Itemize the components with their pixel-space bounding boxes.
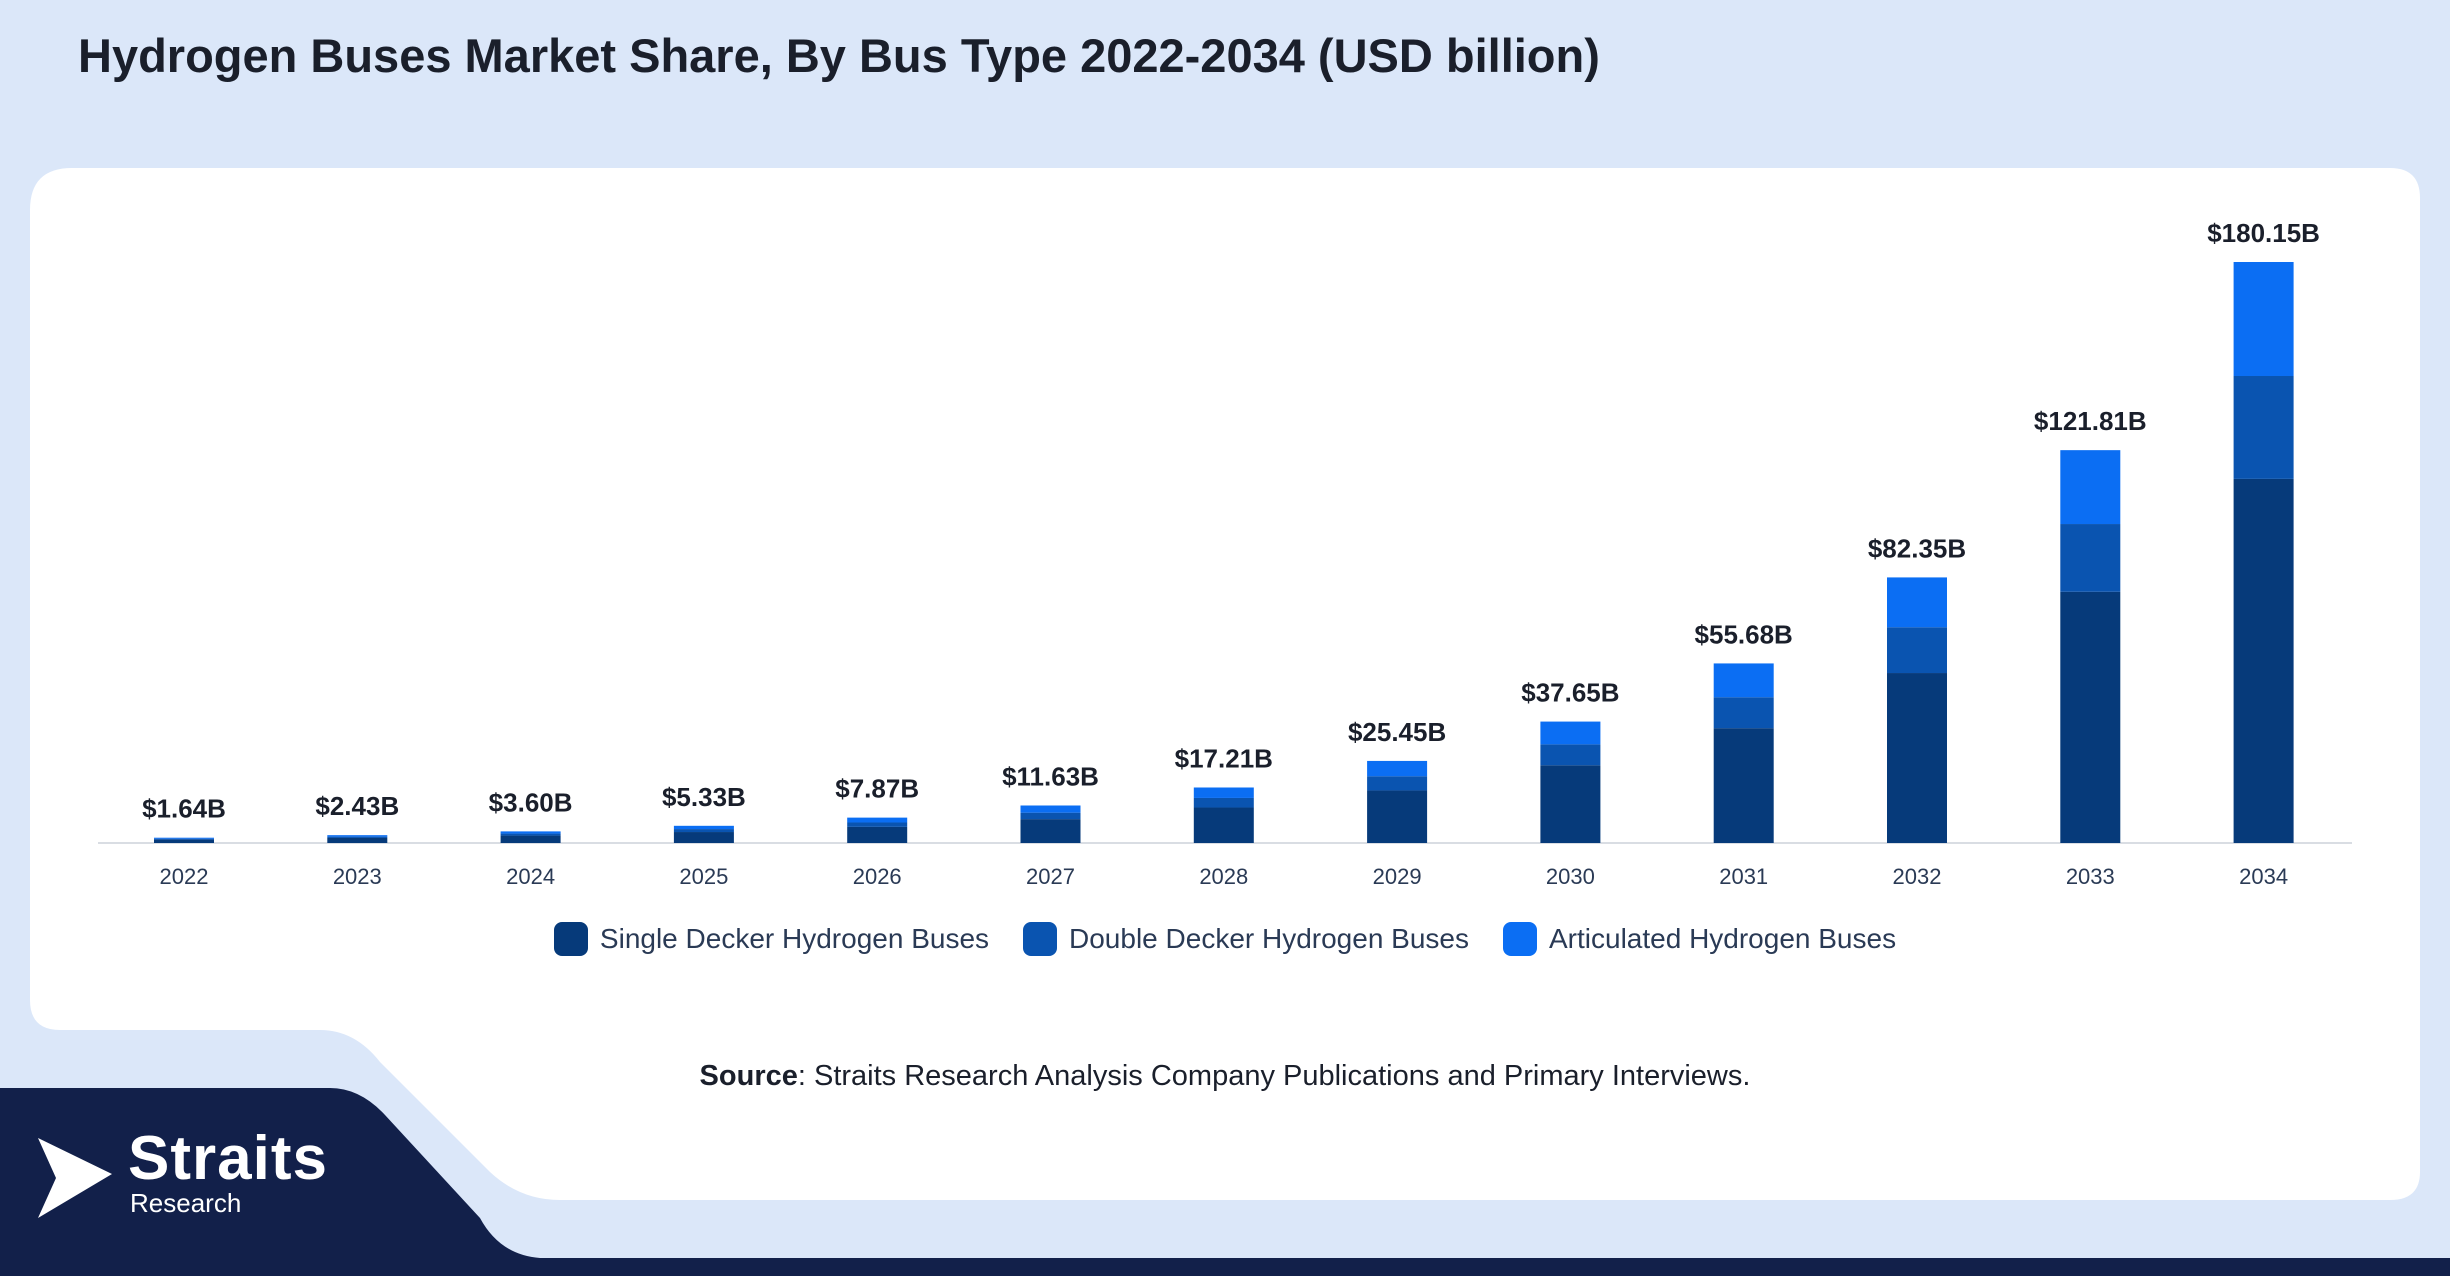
legend-item-double-decker: Double Decker Hydrogen Buses xyxy=(1023,922,1469,956)
bar-double-decker-2025 xyxy=(673,829,734,833)
data-label-2031: $55.68B xyxy=(1695,619,1793,649)
data-label-2030: $37.65B xyxy=(1521,678,1619,708)
logo-wordmark: Straits xyxy=(128,1124,328,1193)
legend-swatch-articulated xyxy=(1503,922,1537,956)
bar-articulated-2023 xyxy=(327,835,388,837)
bar-articulated-2034 xyxy=(2233,262,2294,377)
bar-articulated-2022 xyxy=(154,837,214,839)
data-label-2024: $3.60B xyxy=(489,787,573,817)
x-tick-label-2025: 2025 xyxy=(679,864,728,889)
straits-research-logo: Straits Research xyxy=(34,1128,354,1228)
bar-single-decker-2022 xyxy=(154,839,214,843)
legend-label-single-decker: Single Decker Hydrogen Buses xyxy=(599,923,990,954)
legend: Single Decker Hydrogen Buses Double Deck… xyxy=(0,922,2450,956)
x-tick-label-2029: 2029 xyxy=(1373,864,1422,889)
source-label: Source xyxy=(699,1060,798,1092)
bar-single-decker-2029 xyxy=(1367,790,1428,843)
x-tick-label-2022: 2022 xyxy=(160,864,209,889)
footer-band xyxy=(0,1088,2450,1276)
bar-double-decker-2022 xyxy=(154,838,214,840)
bar-single-decker-2031 xyxy=(1713,728,1774,843)
bar-articulated-2026 xyxy=(847,817,908,823)
bar-articulated-2032 xyxy=(1887,577,1947,628)
bar-articulated-2028 xyxy=(1193,787,1254,798)
bar-single-decker-2033 xyxy=(2060,591,2121,843)
data-label-2025: $5.33B xyxy=(662,782,746,812)
bar-double-decker-2027 xyxy=(1020,812,1081,820)
bar-articulated-2027 xyxy=(1020,805,1081,813)
labels-layer: $1.64B 2022 $2.43B 2023 $3.60B 2024 $5.33B 2025… xyxy=(142,218,2320,889)
bar-single-decker-2030 xyxy=(1540,765,1601,843)
page-title: Hydrogen Buses Market Share, By Bus Type… xyxy=(78,29,1600,82)
bar-articulated-2024 xyxy=(500,831,561,834)
source-text: : Straits Research Analysis Company Publ… xyxy=(797,1060,1751,1092)
source-note: Source: Straits Research Analysis Compan… xyxy=(0,1060,2450,1093)
legend-swatch-single-decker xyxy=(553,922,588,956)
x-tick-label-2030: 2030 xyxy=(1546,864,1595,889)
bar-double-decker-2031 xyxy=(1713,697,1774,729)
x-tick-label-2033: 2033 xyxy=(2066,864,2115,889)
legend-item-single-decker: Single Decker Hydrogen Buses xyxy=(553,922,990,956)
data-label-2022: $1.64B xyxy=(142,794,226,824)
x-tick-label-2023: 2023 xyxy=(333,864,382,889)
data-label-2032: $82.35B xyxy=(1868,533,1966,563)
bar-articulated-2033 xyxy=(2060,450,2121,525)
bar-double-decker-2028 xyxy=(1193,797,1254,808)
bar-single-decker-2026 xyxy=(847,826,908,843)
bar-single-decker-2034 xyxy=(2233,478,2294,843)
x-tick-label-2031: 2031 xyxy=(1719,864,1768,889)
bar-double-decker-2024 xyxy=(500,833,561,836)
bar-single-decker-2023 xyxy=(327,837,388,843)
legend-swatch-double-decker xyxy=(1023,922,1058,956)
data-label-2034: $180.15B xyxy=(2207,218,2320,248)
data-label-2033: $121.81B xyxy=(2034,406,2147,436)
data-label-2023: $2.43B xyxy=(315,791,399,821)
bars-layer xyxy=(154,262,2294,843)
legend-label-articulated: Articulated Hydrogen Buses xyxy=(1549,923,1897,954)
logo-arrow-icon xyxy=(38,1138,112,1218)
bar-double-decker-2029 xyxy=(1367,776,1428,791)
bar-articulated-2025 xyxy=(673,825,734,830)
bar-double-decker-2032 xyxy=(1887,627,1947,674)
chart-panel xyxy=(30,168,2420,1200)
bar-single-decker-2025 xyxy=(673,832,734,843)
bar-single-decker-2032 xyxy=(1887,673,1947,843)
bar-single-decker-2028 xyxy=(1193,807,1254,843)
bar-single-decker-2027 xyxy=(1020,819,1081,843)
bar-double-decker-2026 xyxy=(847,822,908,827)
x-tick-label-2034: 2034 xyxy=(2239,864,2288,889)
bar-double-decker-2030 xyxy=(1540,744,1601,766)
x-tick-label-2028: 2028 xyxy=(1199,864,1248,889)
data-label-2029: $25.45B xyxy=(1348,717,1446,747)
x-tick-label-2024: 2024 xyxy=(506,864,555,889)
x-tick-label-2027: 2027 xyxy=(1026,864,1075,889)
bar-articulated-2029 xyxy=(1367,760,1428,777)
x-tick-label-2032: 2032 xyxy=(1893,864,1942,889)
bar-double-decker-2033 xyxy=(2060,524,2121,592)
legend-item-articulated: Articulated Hydrogen Buses xyxy=(1503,922,1896,956)
data-label-2028: $17.21B xyxy=(1175,743,1273,773)
bar-articulated-2030 xyxy=(1540,721,1601,745)
data-label-2026: $7.87B xyxy=(835,774,919,804)
bar-double-decker-2034 xyxy=(2233,376,2294,479)
x-tick-label-2026: 2026 xyxy=(853,864,902,889)
bar-articulated-2031 xyxy=(1713,663,1774,698)
data-label-2027: $11.63B xyxy=(1002,761,1099,791)
bar-double-decker-2023 xyxy=(327,836,388,838)
legend-label-double-decker: Double Decker Hydrogen Buses xyxy=(1069,923,1469,954)
bar-single-decker-2024 xyxy=(500,835,561,843)
logo-subtext: Research xyxy=(130,1188,242,1218)
